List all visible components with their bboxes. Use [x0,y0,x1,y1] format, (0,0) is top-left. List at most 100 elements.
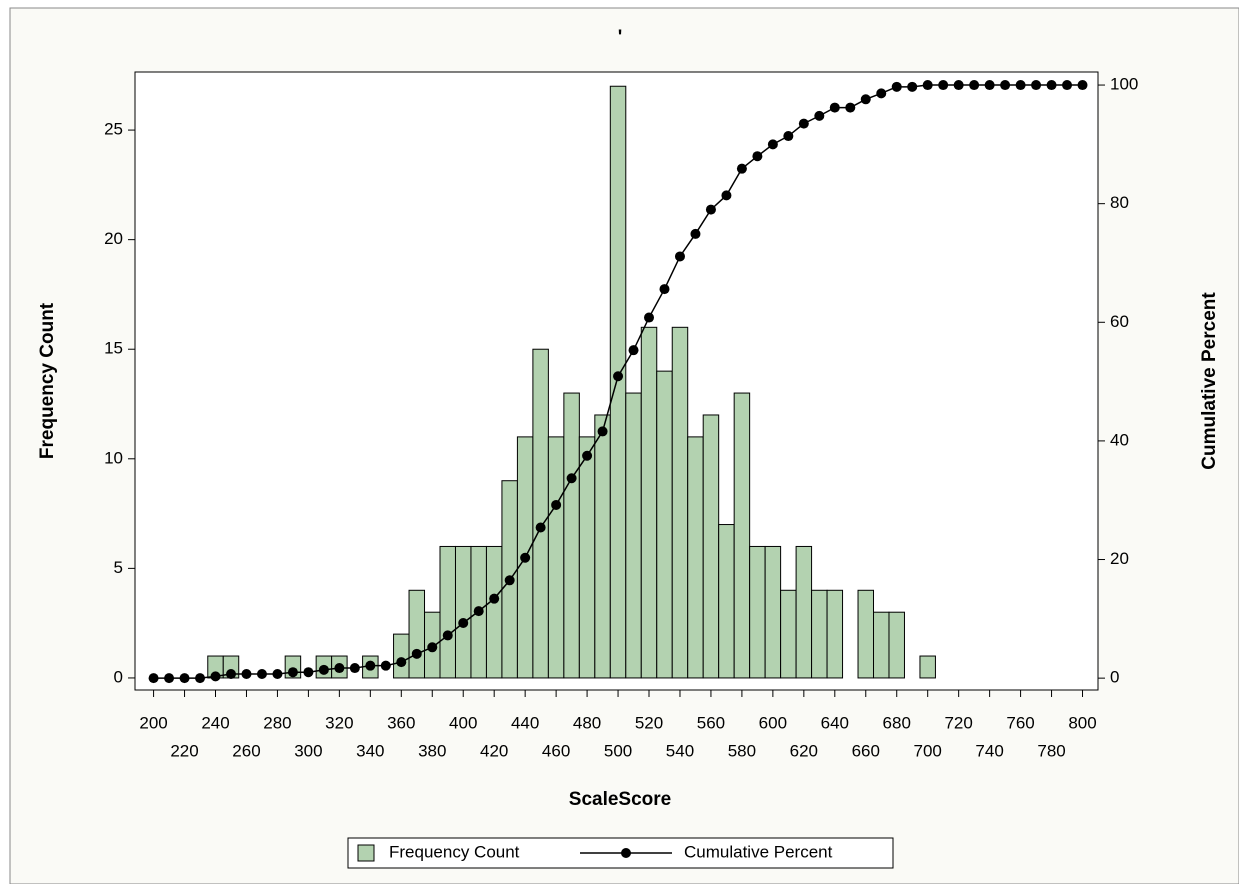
cumulative-point [241,668,252,679]
y2-tick-label: 100 [1110,75,1138,94]
bar [795,545,813,679]
cumulative-point [659,284,670,295]
x-tick-label: 300 [294,741,322,760]
cumulative-point [380,660,391,671]
bar [780,589,797,679]
cumulative-point [1031,80,1042,91]
cumulative-point [969,80,980,91]
bar [718,524,735,679]
y-tick-label: 20 [104,229,123,248]
bar [671,326,689,679]
x-tick-label: 240 [201,713,229,732]
x-tick-label: 560 [697,713,725,732]
bar [454,545,472,679]
bar [532,348,549,679]
bar [764,545,782,679]
cumulative-point [287,667,298,678]
y-tick-label: 5 [114,558,123,577]
x-tick-label: 740 [975,741,1003,760]
y-tick-label: 0 [114,667,123,686]
x-tick-label: 700 [914,741,942,760]
cumulative-point [195,673,206,684]
bar [826,589,844,679]
bar [888,611,905,679]
x-tick-label: 620 [790,741,818,760]
cumulative-point [272,668,283,679]
cumulative-point [798,118,809,129]
x-tick-label: 640 [821,713,849,732]
x-tick-label: 760 [1006,713,1034,732]
x-axis-title: ScaleScore [569,789,671,810]
legend-swatch [357,844,375,862]
x-tick-label: 320 [325,713,353,732]
cumulative-point [984,80,995,91]
cumulative-point [860,94,871,105]
cumulative-point [1015,80,1026,91]
x-tick-label: 600 [759,713,787,732]
cumulative-point [1000,80,1011,91]
y2-tick-label: 60 [1110,312,1129,331]
bar [811,589,828,679]
cumulative-point [953,80,964,91]
x-tick-label: 400 [449,713,477,732]
cumulative-point [582,450,593,461]
cumulative-point [303,667,314,678]
cumulative-point [644,312,655,323]
cumulative-point [489,593,500,604]
cumulative-point [256,668,267,679]
x-tick-label: 540 [666,741,694,760]
cumulative-point [1077,80,1088,91]
bar [656,370,673,679]
x-tick-label: 480 [573,713,601,732]
cumulative-point [767,139,778,150]
bar [873,611,890,679]
cumulative-point [690,228,701,239]
bar [919,655,936,679]
cumulative-point [396,657,407,668]
bar [594,414,611,679]
cumulative-point [674,251,685,262]
cumulative-point [876,88,887,99]
y-tick-label: 25 [104,120,123,139]
y2-tick-label: 20 [1110,549,1129,568]
bar [733,392,751,679]
cumulative-point [752,151,763,162]
y-axis-title: Frequency Count [37,302,58,459]
x-tick-label: 680 [883,713,911,732]
x-tick-label: 500 [604,741,632,760]
bar [563,392,580,679]
cumulative-point [535,522,546,533]
legend-label: Frequency Count [389,842,520,861]
cumulative-point [148,673,159,684]
y2-tick-label: 0 [1110,668,1119,687]
cumulative-point [566,473,577,484]
y-tick-label: 15 [104,339,123,358]
cumulative-point [845,102,856,113]
x-tick-label: 380 [418,741,446,760]
bar [439,545,456,679]
cumulative-point [427,642,438,653]
x-tick-label: 520 [635,713,663,732]
x-tick-label: 460 [542,741,570,760]
cumulative-point [164,673,175,684]
y-tick-label: 10 [104,448,123,467]
cumulative-point [922,80,933,91]
x-tick-label: 260 [232,741,260,760]
cumulative-point [349,663,360,674]
cumulative-point [613,371,624,382]
cumulative-point [705,204,716,215]
cumulative-point [829,102,840,113]
legend-label: Cumulative Percent [684,842,833,861]
cumulative-point [628,345,639,356]
bar [687,436,704,679]
bar [640,326,658,679]
x-tick-label: 220 [170,741,198,760]
cumulative-point [1062,80,1073,91]
x-tick-label: 660 [852,741,880,760]
x-tick-label: 800 [1068,713,1096,732]
x-tick-label: 340 [356,741,384,760]
cumulative-point [225,668,236,679]
cumulative-point [458,617,469,628]
y2-tick-label: 80 [1110,193,1129,212]
